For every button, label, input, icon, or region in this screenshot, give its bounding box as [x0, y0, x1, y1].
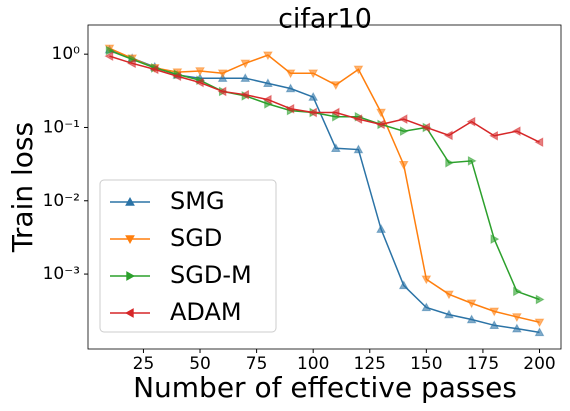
y-tick-label: 10⁻¹ — [43, 117, 80, 137]
marker — [217, 69, 228, 79]
marker — [490, 234, 500, 244]
marker — [285, 83, 296, 93]
marker — [285, 103, 295, 114]
marker — [308, 107, 317, 118]
legend-marker — [124, 308, 134, 318]
chart-title: cifar10 — [278, 4, 372, 35]
marker — [217, 86, 227, 97]
x-tick-label: 125 — [354, 354, 386, 374]
marker — [535, 294, 545, 305]
y-axis-label: Train loss — [6, 122, 39, 253]
legend-marker — [126, 271, 136, 281]
marker — [421, 302, 432, 312]
marker — [489, 307, 500, 317]
legend-box — [99, 179, 277, 333]
x-tick-label: 75 — [246, 354, 268, 374]
marker — [172, 71, 182, 82]
marker — [400, 126, 409, 137]
marker — [194, 77, 204, 88]
y-tick-label: 10⁰ — [52, 44, 81, 64]
marker — [466, 314, 477, 324]
x-tick-label: 150 — [410, 354, 442, 374]
marker — [534, 327, 545, 337]
x-tick-label: 175 — [467, 354, 499, 374]
marker — [353, 114, 363, 124]
x-tick-label: 50 — [189, 354, 211, 374]
marker — [421, 122, 431, 133]
legend-label: SGD — [170, 224, 222, 252]
legend-label: SGD-M — [170, 261, 252, 289]
marker — [444, 290, 454, 300]
marker — [263, 78, 273, 88]
marker — [467, 156, 477, 166]
y-tick-label: 10⁻³ — [43, 264, 80, 284]
legend-marker — [125, 196, 135, 206]
series-line — [109, 47, 540, 323]
x-tick-label: 100 — [297, 354, 329, 374]
marker — [512, 313, 522, 322]
marker — [534, 318, 545, 328]
marker — [353, 65, 364, 75]
legend-label: SMG — [170, 187, 225, 215]
marker — [240, 89, 249, 100]
marker — [240, 73, 251, 82]
x-axis-label: Number of effective passes — [133, 371, 517, 404]
marker — [149, 64, 159, 75]
marker — [444, 309, 454, 319]
marker — [511, 126, 521, 137]
marker — [398, 114, 408, 124]
marker — [534, 137, 544, 148]
plot-area — [87, 24, 562, 350]
marker — [330, 107, 340, 118]
marker — [512, 323, 522, 333]
marker — [376, 119, 385, 130]
marker — [513, 286, 522, 297]
y-tick-label: 10⁻² — [43, 191, 80, 211]
marker — [376, 108, 386, 118]
marker — [398, 280, 409, 290]
marker — [285, 69, 296, 79]
x-tick-label: 25 — [133, 354, 155, 374]
marker — [263, 51, 273, 61]
marker — [330, 143, 341, 152]
marker — [262, 94, 272, 105]
marker — [353, 144, 364, 154]
marker — [127, 58, 136, 69]
marker — [489, 130, 498, 141]
marker — [443, 130, 453, 141]
marker — [308, 69, 319, 79]
marker — [195, 67, 205, 76]
marker — [330, 81, 341, 91]
marker — [489, 320, 500, 330]
series-line — [109, 49, 540, 301]
x-tick-label: 200 — [523, 354, 555, 374]
marker — [466, 116, 476, 127]
marker — [421, 275, 432, 285]
series-line — [109, 55, 540, 143]
marker — [105, 45, 115, 56]
marker — [376, 224, 386, 233]
marker — [398, 161, 409, 170]
legend-label: ADAM — [170, 298, 242, 326]
marker — [466, 299, 477, 309]
marker — [445, 157, 455, 168]
marker — [104, 51, 114, 61]
legend-marker — [125, 235, 135, 245]
marker — [240, 59, 251, 69]
marker — [308, 92, 319, 101]
